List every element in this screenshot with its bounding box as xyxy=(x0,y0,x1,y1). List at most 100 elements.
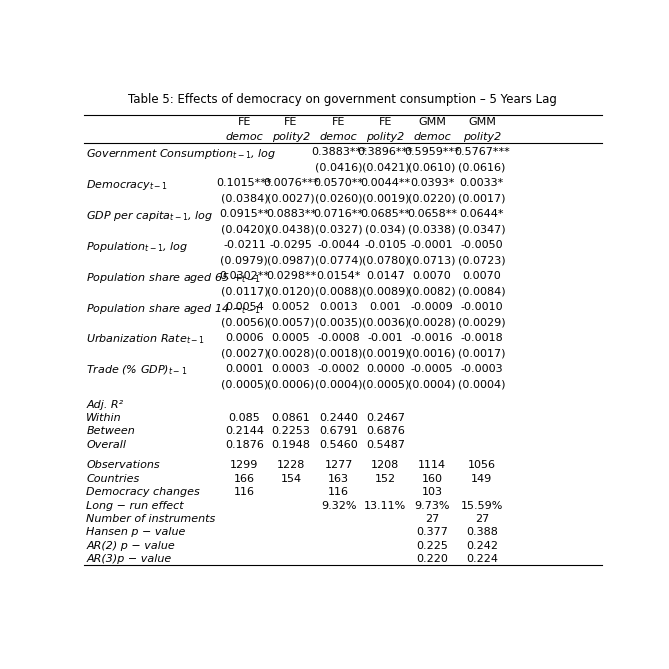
Text: -0.0211: -0.0211 xyxy=(223,240,266,250)
Text: -0.0295: -0.0295 xyxy=(270,240,312,250)
Text: (0.0036): (0.0036) xyxy=(362,317,409,327)
Text: Observations: Observations xyxy=(86,460,160,470)
Text: Population share aged 14 −$_{t-1}$: Population share aged 14 −$_{t-1}$ xyxy=(86,302,260,316)
Text: 0.0070: 0.0070 xyxy=(413,271,452,281)
Text: Overall: Overall xyxy=(86,440,126,450)
Text: Hansen p − value: Hansen p − value xyxy=(86,527,185,537)
Text: Population share aged 65 +$_{t-1}$: Population share aged 65 +$_{t-1}$ xyxy=(86,271,260,285)
Text: (0.0057): (0.0057) xyxy=(267,317,315,327)
Text: 0.0052: 0.0052 xyxy=(272,302,310,312)
Text: 116: 116 xyxy=(234,487,255,497)
Text: (0.0005): (0.0005) xyxy=(221,379,268,389)
Text: 0.0006: 0.0006 xyxy=(225,332,264,343)
Text: Countries: Countries xyxy=(86,474,139,484)
Text: (0.0438): (0.0438) xyxy=(267,225,315,235)
Text: 27: 27 xyxy=(475,514,489,524)
Text: (0.0384): (0.0384) xyxy=(221,193,268,203)
Text: Urbanization Rate$_{t-1}$: Urbanization Rate$_{t-1}$ xyxy=(86,332,205,347)
Text: (0.0987): (0.0987) xyxy=(267,256,315,266)
Text: FE: FE xyxy=(379,117,392,127)
Text: (0.0027): (0.0027) xyxy=(221,348,268,358)
Text: (0.0616): (0.0616) xyxy=(458,163,506,173)
Text: Population$_{t-1}$, log: Population$_{t-1}$, log xyxy=(86,240,189,254)
Text: (0.0004): (0.0004) xyxy=(315,379,363,389)
Text: GMM: GMM xyxy=(418,117,446,127)
Text: (0.0610): (0.0610) xyxy=(408,163,456,173)
Text: 103: 103 xyxy=(421,487,442,497)
Text: 0.5959***: 0.5959*** xyxy=(404,147,460,157)
Text: 0.0302**: 0.0302** xyxy=(219,271,270,281)
Text: 0.0658**: 0.0658** xyxy=(407,209,457,219)
Text: -0.0003: -0.0003 xyxy=(460,364,503,373)
Text: (0.0082): (0.0082) xyxy=(408,286,456,296)
Text: 0.0005: 0.0005 xyxy=(272,332,310,343)
Text: 0.2144: 0.2144 xyxy=(225,426,264,436)
Text: Within: Within xyxy=(86,413,122,423)
Text: 116: 116 xyxy=(328,487,349,497)
Text: (0.0117): (0.0117) xyxy=(221,286,268,296)
Text: polity2: polity2 xyxy=(366,132,405,142)
Text: (0.0017): (0.0017) xyxy=(458,348,506,358)
Text: 0.085: 0.085 xyxy=(229,413,260,423)
Text: Long − run effect: Long − run effect xyxy=(86,500,184,510)
Text: 0.0298**: 0.0298** xyxy=(266,271,316,281)
Text: (0.0005): (0.0005) xyxy=(362,379,409,389)
Text: 0.224: 0.224 xyxy=(466,554,498,564)
Text: 1056: 1056 xyxy=(468,460,496,470)
Text: (0.0420): (0.0420) xyxy=(221,225,268,235)
Text: (0.0004): (0.0004) xyxy=(408,379,456,389)
Text: (0.0084): (0.0084) xyxy=(458,286,506,296)
Text: Table 5: Effects of democracy on government consumption – 5 Years Lag: Table 5: Effects of democracy on governm… xyxy=(128,93,557,106)
Text: 0.0076***: 0.0076*** xyxy=(263,178,319,188)
Text: 0.0861: 0.0861 xyxy=(272,413,310,423)
Text: (0.0027): (0.0027) xyxy=(267,193,315,203)
Text: 0.0685**: 0.0685** xyxy=(361,209,410,219)
Text: 1277: 1277 xyxy=(324,460,353,470)
Text: -0.0018: -0.0018 xyxy=(460,332,503,343)
Text: Democracy changes: Democracy changes xyxy=(86,487,200,497)
Text: 0.0070: 0.0070 xyxy=(462,271,501,281)
Text: 1299: 1299 xyxy=(230,460,258,470)
Text: (0.0416): (0.0416) xyxy=(315,163,363,173)
Text: 0.5460: 0.5460 xyxy=(319,440,358,450)
Text: AR(3)p − value: AR(3)p − value xyxy=(86,554,171,564)
Text: FE: FE xyxy=(284,117,298,127)
Text: democ: democ xyxy=(413,132,451,142)
Text: 0.0054: 0.0054 xyxy=(225,302,264,312)
Text: 0.0154*: 0.0154* xyxy=(316,271,361,281)
Text: (0.0056): (0.0056) xyxy=(221,317,268,327)
Text: 0.0570**: 0.0570** xyxy=(314,178,364,188)
Text: (0.0028): (0.0028) xyxy=(408,317,456,327)
Text: -0.0008: -0.0008 xyxy=(317,332,360,343)
Text: 0.6791: 0.6791 xyxy=(319,426,358,436)
Text: 9.73%: 9.73% xyxy=(414,500,450,510)
Text: 0.1948: 0.1948 xyxy=(272,440,310,450)
Text: -0.0044: -0.0044 xyxy=(317,240,360,250)
Text: (0.0347): (0.0347) xyxy=(458,225,506,235)
Text: GMM: GMM xyxy=(468,117,496,127)
Text: AR(2) p − value: AR(2) p − value xyxy=(86,541,175,551)
Text: (0.0327): (0.0327) xyxy=(315,225,363,235)
Text: 0.388: 0.388 xyxy=(466,527,498,537)
Text: (0.0421): (0.0421) xyxy=(361,163,409,173)
Text: 1228: 1228 xyxy=(277,460,305,470)
Text: (0.0006): (0.0006) xyxy=(268,379,314,389)
Text: democ: democ xyxy=(320,132,358,142)
Text: 0.001: 0.001 xyxy=(369,302,401,312)
Text: 15.59%: 15.59% xyxy=(461,500,503,510)
Text: (0.0016): (0.0016) xyxy=(408,348,456,358)
Text: 0.5487: 0.5487 xyxy=(366,440,405,450)
Text: (0.0017): (0.0017) xyxy=(458,193,506,203)
Text: 163: 163 xyxy=(328,474,349,484)
Text: -0.0002: -0.0002 xyxy=(317,364,360,373)
Text: -0.0105: -0.0105 xyxy=(364,240,407,250)
Text: FE: FE xyxy=(237,117,251,127)
Text: (0.0979): (0.0979) xyxy=(221,256,268,266)
Text: (0.0028): (0.0028) xyxy=(267,348,315,358)
Text: polity2: polity2 xyxy=(272,132,310,142)
Text: 0.6876: 0.6876 xyxy=(366,426,405,436)
Text: democ: democ xyxy=(225,132,263,142)
Text: 0.2440: 0.2440 xyxy=(319,413,358,423)
Text: (0.0220): (0.0220) xyxy=(408,193,456,203)
Text: Number of instruments: Number of instruments xyxy=(86,514,215,524)
